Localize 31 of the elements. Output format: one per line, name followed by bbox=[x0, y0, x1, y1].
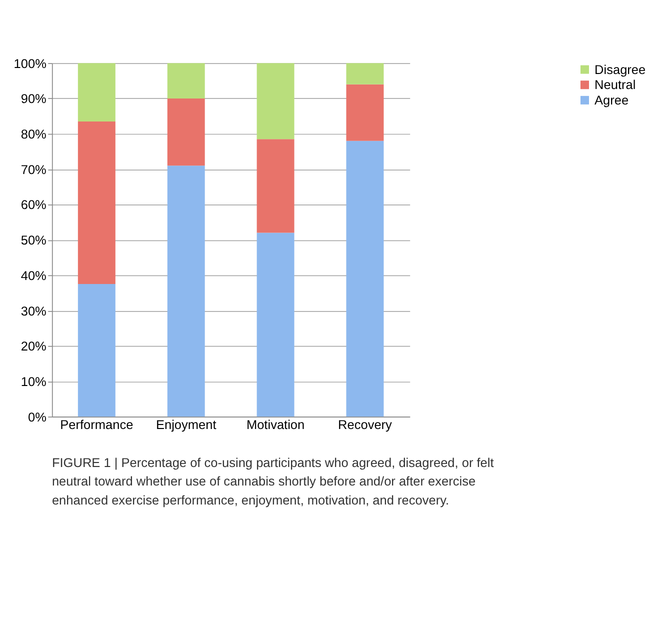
y-tick-label: 60% bbox=[20, 197, 46, 212]
bar bbox=[346, 84, 384, 141]
y-tick-label: 40% bbox=[20, 268, 46, 283]
caption: FIGURE 1 | Percentage of co-using participants who agreed, disagreed, or felt neutral toward whether use of cannabis shortly before and/or after exercise enhanced exercise performance, enjoyment, motivation, and recovery. bbox=[52, 454, 494, 508]
bar bbox=[78, 121, 116, 284]
y-tick-label: 50% bbox=[20, 232, 46, 248]
x-tick-label: Motivation bbox=[246, 416, 305, 432]
legend-label: Neutral bbox=[594, 77, 636, 92]
bar bbox=[167, 98, 205, 166]
bar bbox=[167, 63, 205, 98]
bar bbox=[78, 284, 116, 417]
y-tick-label: 70% bbox=[20, 162, 46, 177]
bar bbox=[256, 232, 294, 417]
legend-label: Agree bbox=[594, 92, 629, 108]
legend-label: Disagree bbox=[594, 62, 646, 77]
bar bbox=[346, 140, 384, 417]
bar bbox=[256, 139, 294, 233]
y-tick-label: 100% bbox=[14, 56, 46, 71]
y-tick-label: 90% bbox=[20, 91, 46, 106]
x-tick-label: Enjoyment bbox=[156, 416, 217, 432]
y-tick-label: 0% bbox=[28, 409, 46, 424]
x-tick-label: Performance bbox=[60, 416, 134, 432]
bar bbox=[167, 166, 205, 417]
x-tick-label: Recovery bbox=[338, 416, 393, 432]
bar bbox=[346, 63, 384, 84]
bar bbox=[78, 63, 116, 122]
y-tick-label: 10% bbox=[20, 374, 46, 389]
bar bbox=[256, 63, 294, 140]
y-tick-label: 80% bbox=[20, 126, 46, 142]
y-tick-label: 20% bbox=[20, 338, 46, 354]
y-tick-label: 30% bbox=[20, 303, 46, 318]
